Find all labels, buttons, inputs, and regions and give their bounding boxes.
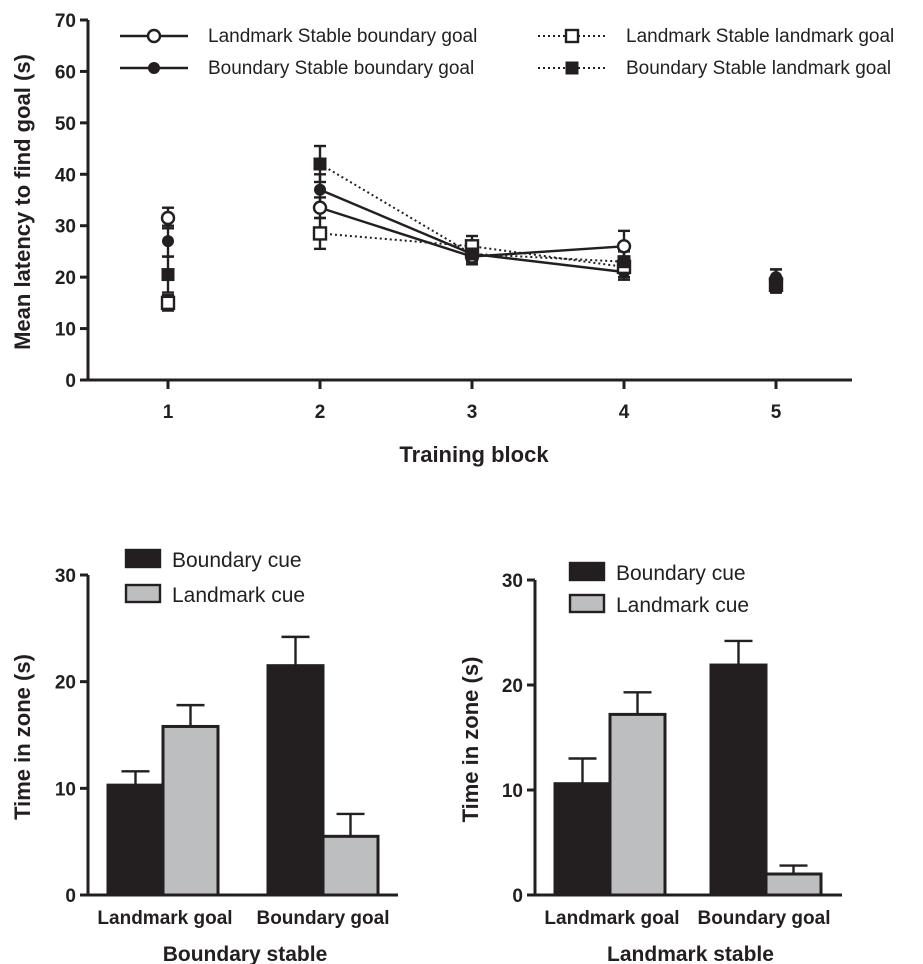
line-chart-y-tick-label: 60	[55, 62, 76, 83]
line-chart-y-axis-label: Mean latency to find goal (s)	[10, 54, 35, 350]
data-point	[160, 210, 176, 226]
legend-label: Landmark cue	[616, 594, 749, 617]
bar-chart-y-tick-label: 0	[512, 886, 523, 907]
line-chart-y-tick-label: 70	[55, 11, 76, 32]
legend-label: Boundary cue	[616, 562, 746, 585]
data-point	[312, 226, 328, 241]
legend-label: Boundary Stable landmark goal	[626, 58, 891, 79]
bar	[608, 712, 667, 897]
data-point	[314, 183, 326, 196]
line-chart-x-tick-label: 5	[771, 402, 782, 423]
bar-chart-y-tick-label: 20	[55, 673, 76, 694]
line-chart-x-tick-label: 2	[315, 402, 326, 423]
line-chart-y-tick-label: 30	[55, 217, 76, 238]
bar-chart-y-tick-label: 10	[55, 779, 76, 800]
data-point	[769, 278, 783, 292]
bar-chart-y-tick-label: 0	[65, 886, 76, 907]
line-series-path	[319, 232, 625, 268]
data-point	[162, 235, 174, 248]
legend-label: Boundary cue	[172, 549, 302, 572]
bar-chart-category-label: Boundary goal	[256, 908, 389, 929]
line-chart-y-tick-label: 50	[55, 114, 76, 135]
legend-swatch	[568, 561, 606, 582]
bar	[161, 724, 220, 897]
data-point	[312, 200, 328, 215]
data-point	[617, 255, 631, 269]
bar	[106, 783, 165, 897]
line-chart-y-tick-label: 40	[55, 165, 76, 186]
line-chart-y-tick-label: 20	[55, 268, 76, 289]
data-point	[616, 239, 632, 254]
legend-label: Landmark Stable boundary goal	[208, 26, 477, 47]
legend-label: Boundary Stable boundary goal	[208, 58, 474, 79]
legend-marker	[146, 28, 162, 44]
line-chart-y-tick-label: 0	[65, 371, 76, 392]
bar	[709, 663, 768, 897]
legend-label: Landmark cue	[172, 584, 305, 607]
bar-chart-category-label: Boundary goal	[697, 908, 830, 929]
bar-chart-y-tick-label: 20	[502, 676, 523, 697]
legend-marker	[148, 62, 160, 74]
legend-marker	[565, 61, 579, 75]
bar-chart-y-axis-label: Time in zone (s)	[458, 657, 483, 823]
bar	[321, 834, 380, 897]
bar	[764, 872, 823, 897]
data-point	[161, 268, 175, 282]
legend-swatch	[124, 583, 162, 604]
line-chart-x-tick-label: 4	[619, 402, 630, 423]
line-chart-x-tick-label: 1	[163, 402, 174, 423]
bar-chart-y-tick-label: 30	[55, 566, 76, 587]
bar-chart-x-axis-label: Boundary stable	[163, 943, 328, 964]
legend-label: Landmark Stable landmark goal	[626, 26, 894, 47]
bar-chart-y-tick-label: 30	[502, 571, 523, 592]
data-point	[465, 247, 479, 261]
legend-swatch	[568, 593, 606, 614]
legend-marker	[564, 28, 580, 44]
bar-chart-category-label: Landmark goal	[544, 908, 679, 929]
bar-chart-y-axis-label: Time in zone (s)	[10, 654, 35, 820]
bar	[553, 782, 612, 897]
bar-chart-y-tick-label: 10	[502, 781, 523, 802]
bar-chart-category-label: Landmark goal	[97, 908, 232, 929]
data-point	[160, 295, 176, 311]
bar	[266, 664, 325, 897]
bar-chart-x-axis-label: Landmark stable	[607, 943, 774, 964]
data-point	[313, 157, 327, 171]
line-chart-x-axis-label: Training block	[399, 442, 549, 467]
line-chart-x-tick-label: 3	[467, 402, 478, 423]
legend-swatch	[124, 548, 162, 569]
line-chart-y-tick-label: 10	[55, 320, 76, 341]
